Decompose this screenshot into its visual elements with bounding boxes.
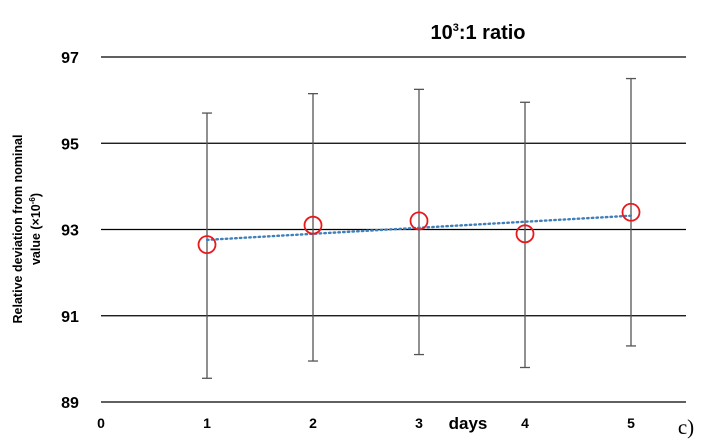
y-axis-label-line2-sup: -6 xyxy=(28,197,37,205)
grid xyxy=(101,56,686,403)
y-axis-label-line2-suffix: ) xyxy=(29,193,43,197)
chart-title-rest: :1 ratio xyxy=(459,22,526,44)
data-points xyxy=(197,202,641,254)
x-axis-label: days xyxy=(449,414,488,433)
chart-title-sup: 3 xyxy=(453,22,459,34)
x-tick-label-0: 0 xyxy=(97,415,105,431)
x-tick-label-5: 5 xyxy=(627,415,635,431)
chart-title-base: 10 xyxy=(430,22,452,44)
x-tick-label-4: 4 xyxy=(521,415,529,431)
y-tick-label-91: 91 xyxy=(61,309,79,326)
x-tick-label-1: 1 xyxy=(203,415,211,431)
trendline-group xyxy=(205,214,633,242)
y-tick-label-95: 95 xyxy=(61,136,79,153)
x-tick-label-2: 2 xyxy=(309,415,317,431)
data-point-4 xyxy=(515,224,535,244)
y-tick-label-89: 89 xyxy=(61,395,79,412)
y-axis-label-line2: value (×10-6) xyxy=(28,193,43,265)
error-bars xyxy=(202,77,636,379)
trendline xyxy=(205,214,633,242)
y-axis-label-line2-prefix: value (×10 xyxy=(29,204,43,265)
y-tick-label-97: 97 xyxy=(61,50,79,67)
chart-title: 103:1 ratio xyxy=(430,22,525,44)
data-point-1 xyxy=(197,235,217,254)
x-tick-label-3: 3 xyxy=(415,415,423,431)
panel-label: c) xyxy=(678,415,694,439)
data-point-5 xyxy=(621,202,641,222)
x-tick-labels: 0 1 2 3 4 5 xyxy=(97,415,635,431)
data-point-2 xyxy=(303,215,323,235)
y-tick-labels: 89 91 93 95 97 xyxy=(61,50,79,412)
y-axis-label: Relative deviation from nominal xyxy=(11,135,25,324)
data-point-3 xyxy=(409,211,429,231)
y-tick-label-93: 93 xyxy=(61,223,79,240)
